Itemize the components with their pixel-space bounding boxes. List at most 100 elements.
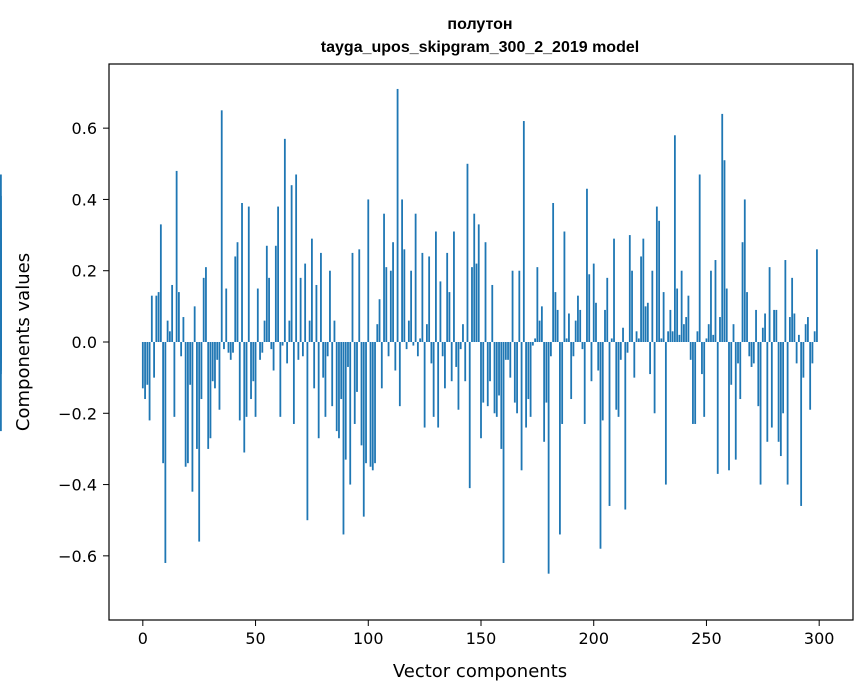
x-tick-label: 50 — [245, 629, 265, 648]
y-tick-label: −0.2 — [58, 404, 97, 423]
bar-component-75 — [311, 238, 313, 342]
bar-component-17 — [180, 342, 183, 357]
bar-component-88 — [340, 342, 343, 400]
bar-component-143 — [464, 342, 467, 382]
bar-component-163 — [509, 342, 512, 378]
bar-component-35 — [220, 110, 223, 342]
bar-component-40 — [232, 342, 234, 353]
bar-component-192 — [574, 320, 577, 342]
bar-component-10 — [164, 342, 167, 563]
bar-component-246 — [696, 331, 699, 342]
bar-component-180 — [547, 342, 550, 574]
bar-component-145 — [468, 342, 471, 489]
bar-component-260 — [728, 342, 730, 471]
bar-component-167 — [518, 270, 521, 342]
bar-component-285 — [784, 260, 787, 342]
bar-component-164 — [511, 270, 514, 342]
x-tick-label: 0 — [138, 629, 148, 648]
bar-component-276 — [764, 313, 766, 342]
bar-component-195 — [581, 342, 584, 350]
bar-component-114 — [398, 342, 401, 407]
y-tick-label: −0.4 — [58, 476, 97, 495]
bar-component-53 — [261, 342, 264, 353]
bar-component-219 — [635, 331, 638, 342]
bar-component-269 — [748, 342, 751, 357]
bar-component-117 — [405, 342, 408, 350]
bar-component-253 — [712, 334, 715, 342]
bar-component-191 — [572, 342, 575, 357]
bar-component-96 — [358, 249, 361, 342]
bar-component-155 — [491, 284, 494, 342]
bar-component-209 — [613, 238, 615, 342]
bar-component-49 — [252, 342, 255, 382]
bar-component-286 — [786, 342, 789, 485]
bar-component-146 — [471, 267, 473, 342]
bar-component-95 — [356, 342, 358, 392]
bar-component-98 — [362, 342, 365, 517]
bar-component-214 — [624, 342, 627, 510]
bar-component-238 — [678, 334, 681, 342]
bar-component-245 — [694, 342, 697, 424]
bar-component-20 — [187, 342, 189, 464]
bar-component-290 — [795, 342, 798, 364]
bar-component-251 — [707, 324, 710, 342]
bar-component-72 — [304, 263, 307, 342]
bar-component-280 — [773, 309, 775, 342]
bar-component-148 — [475, 263, 478, 342]
bar-component-62 — [281, 342, 284, 346]
bar-component-44 — [241, 203, 243, 342]
bar-component-127 — [428, 256, 431, 342]
bar-component-189 — [568, 313, 570, 342]
bar-component-218 — [633, 342, 636, 378]
bar-component-121 — [414, 213, 417, 342]
y-tick-label: 0.6 — [72, 119, 97, 138]
bar-component-229 — [658, 220, 661, 342]
x-tick-label: 150 — [466, 629, 497, 648]
bar-component-241 — [685, 317, 688, 342]
bar-component-8 — [159, 224, 162, 342]
bar-component-36 — [223, 342, 225, 350]
bar-component-227 — [653, 342, 656, 414]
bar-component-228 — [655, 206, 658, 342]
bar-component-257 — [721, 113, 724, 343]
bar-component-178 — [543, 342, 546, 442]
y-tick-label: 0.0 — [72, 333, 97, 352]
bar-component-240 — [683, 324, 685, 342]
bar-component-232 — [664, 342, 667, 485]
bar-component-102 — [371, 342, 374, 471]
bar-component-239 — [680, 270, 683, 342]
bar-component-128 — [430, 342, 433, 364]
bar-component-244 — [692, 342, 694, 424]
bar-component-162 — [507, 342, 509, 360]
bar-component-61 — [279, 342, 282, 417]
bar-component-234 — [669, 309, 672, 342]
bar-component-205 — [604, 309, 606, 342]
bars-group — [0, 88, 818, 574]
bar-component-undefined — [0, 342, 2, 432]
bar-component-141 — [459, 342, 462, 350]
bar-component-199 — [590, 342, 593, 382]
bar-component-193 — [577, 295, 579, 342]
bar-component-185 — [559, 342, 561, 535]
bar-component-270 — [750, 342, 753, 367]
bar-component-59 — [274, 245, 277, 342]
bar-component-175 — [536, 267, 539, 342]
bar-component-190 — [570, 342, 573, 400]
x-tick-label: 100 — [353, 629, 384, 648]
bar-component-275 — [761, 327, 764, 342]
bar-component-78 — [317, 342, 320, 439]
bar-component-160 — [502, 342, 505, 563]
bar-component-69 — [297, 342, 300, 360]
bar-component-187 — [563, 231, 566, 342]
bar-component-230 — [660, 338, 663, 342]
bar-component-68 — [295, 174, 298, 342]
bar-component-255 — [716, 342, 719, 474]
bar-component-152 — [484, 242, 487, 342]
bar-component-200 — [592, 263, 595, 342]
bar-component-3 — [148, 342, 151, 421]
bar-component-250 — [705, 338, 708, 342]
bar-component-84 — [331, 342, 334, 407]
bar-component-99 — [365, 342, 367, 464]
bar-component-112 — [394, 342, 397, 371]
chart-subtitle: tayga_upos_skipgram_300_2_2019 model — [321, 39, 639, 56]
